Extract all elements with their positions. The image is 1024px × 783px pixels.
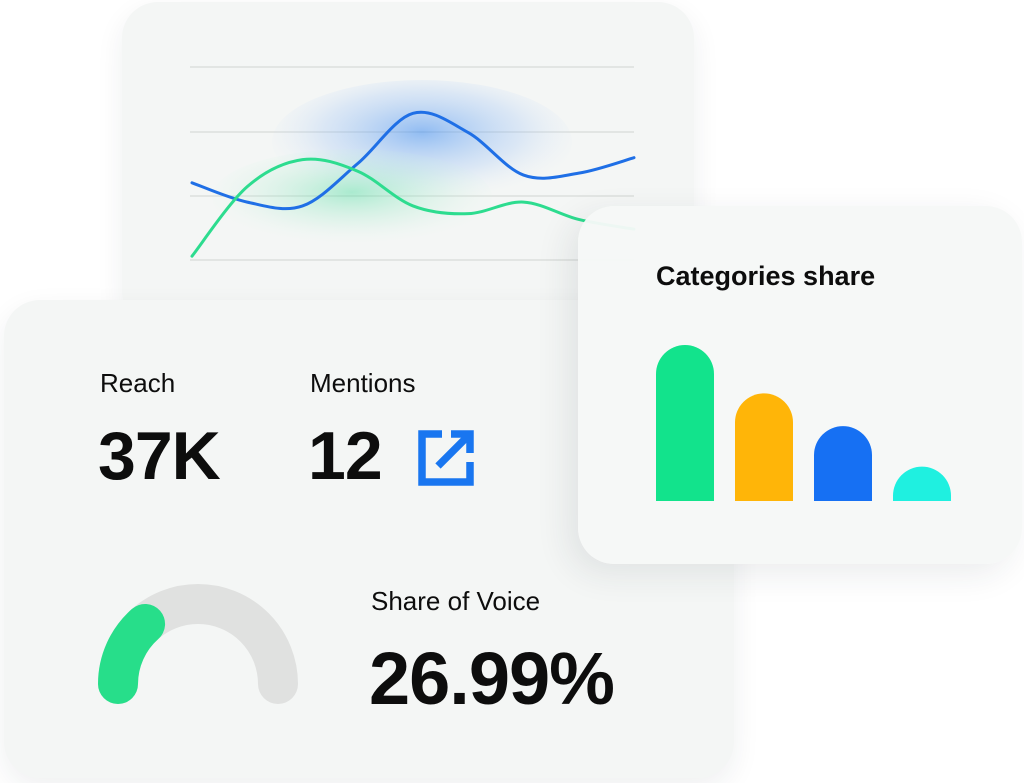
blue-series-line xyxy=(190,110,636,211)
gauge-fill xyxy=(98,604,166,704)
categories-bar-chart xyxy=(656,345,951,501)
reach-label: Reach xyxy=(100,368,176,398)
share-of-voice-label: Share of Voice xyxy=(371,586,541,616)
category-bar xyxy=(814,426,872,501)
share-of-voice-value: 26.99% xyxy=(369,637,615,720)
trend-chart-card xyxy=(122,2,694,327)
trend-line-chart xyxy=(190,66,636,261)
category-bar xyxy=(735,393,793,501)
mentions-label: Mentions xyxy=(310,368,416,398)
categories-share-card: Categories share xyxy=(578,206,1022,564)
category-bar xyxy=(893,466,951,501)
external-link-icon[interactable] xyxy=(418,430,474,486)
category-bar xyxy=(656,345,714,501)
green-series-line xyxy=(190,157,636,258)
green-series-glow xyxy=(212,149,492,245)
mentions-value: 12 xyxy=(308,418,383,494)
share-of-voice-gauge xyxy=(98,584,298,704)
reach-value: 37K xyxy=(98,418,221,494)
categories-share-title: Categories share xyxy=(656,261,876,291)
